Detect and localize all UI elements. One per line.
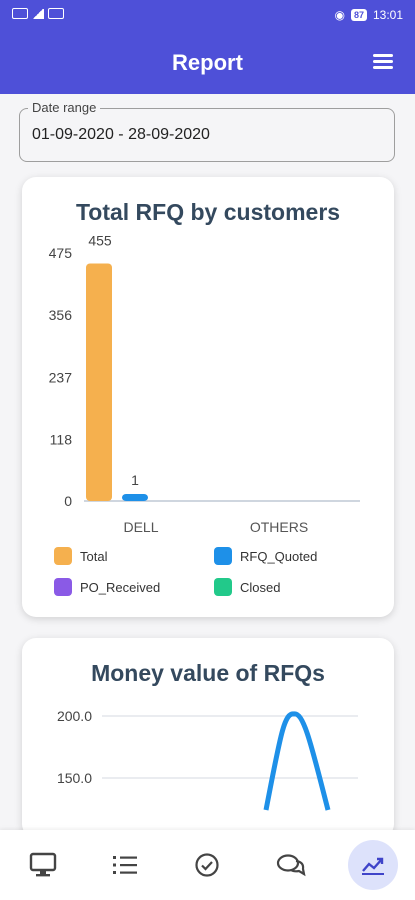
nav-list[interactable]	[100, 840, 150, 890]
legend-label-closed: Closed	[240, 579, 281, 595]
legend-item-total[interactable]: Total	[54, 547, 107, 565]
hamburger-menu-icon[interactable]	[373, 54, 393, 70]
legend-label-po-received: PO_Received	[80, 579, 161, 595]
data-label-rfq-quoted-dell: 1	[131, 472, 139, 488]
y-tick-label: 475	[49, 245, 73, 261]
y-tick-label: 237	[49, 369, 73, 385]
rfq-chart-card: Total RFQ by customers 0 118 237 356 475 DELL…	[22, 177, 394, 617]
legend-swatch-po-received	[54, 578, 72, 596]
nav-desktop[interactable]	[18, 840, 68, 890]
chart-trend-icon	[362, 857, 384, 875]
legend-label-rfq-quoted: RFQ_Quoted	[240, 548, 318, 564]
list-icon	[113, 856, 137, 874]
signal-icon	[32, 8, 44, 19]
mail-icon	[48, 8, 64, 19]
app-bar: Report	[0, 30, 415, 94]
check-circle-icon	[195, 853, 219, 877]
money-chart-title: Money value of RFQs	[91, 660, 325, 686]
rfq-chart-title: Total RFQ by customers	[75, 199, 341, 225]
status-icons-right: ◉ 87 13:01	[334, 8, 403, 22]
x-tick-label: DELL	[123, 519, 158, 535]
status-icons-left	[12, 8, 64, 19]
y-tick-label: 0	[64, 493, 72, 509]
x-tick-label: OTHERS	[250, 519, 308, 535]
legend-label-total: Total	[80, 548, 108, 564]
date-range-field[interactable]: Date range 01-09-2020 - 28-09-2020	[19, 100, 395, 162]
nav-chat[interactable]	[266, 840, 316, 890]
legend-swatch-total	[54, 547, 72, 565]
legend-item-rfq-quoted[interactable]: RFQ_Quoted	[214, 547, 317, 565]
desktop-icon	[29, 852, 57, 877]
page-title: Report	[172, 50, 243, 75]
y-tick-label: 150.0	[57, 770, 92, 786]
data-label-total-dell: 455	[88, 232, 112, 248]
legend-swatch-closed	[214, 578, 232, 596]
eye-icon: ◉	[334, 8, 345, 22]
y-tick-label: 200.0	[57, 708, 92, 724]
money-chart-card: Money value of RFQs 200.0 150.0	[22, 638, 394, 838]
y-tick-label: 118	[50, 431, 73, 447]
rfq-bar-chart: 0 118 237 356 475 DELL OTHERS 455 1	[49, 232, 360, 535]
bottom-navigation	[0, 830, 415, 900]
chat-icon	[276, 854, 306, 877]
legend-swatch-rfq-quoted	[214, 547, 232, 565]
nav-reports[interactable]	[348, 840, 398, 890]
nav-tasks[interactable]	[182, 840, 232, 890]
money-series-line	[263, 711, 331, 811]
notification-icon	[12, 8, 28, 19]
bar-total-dell	[86, 263, 112, 501]
date-range-label: Date range	[28, 100, 101, 115]
status-time: 13:01	[372, 8, 403, 22]
legend-item-closed[interactable]: Closed	[214, 578, 280, 596]
bar-rfq-quoted-dell	[122, 494, 148, 501]
y-tick-label: 356	[49, 307, 73, 323]
date-range-value: 01-09-2020 - 28-09-2020	[32, 126, 210, 143]
legend-item-po-received[interactable]: PO_Received	[54, 578, 160, 596]
money-line-chart: 200.0 150.0	[57, 708, 358, 811]
status-bar: ◉ 87 13:01	[0, 0, 415, 30]
battery-indicator: 87	[350, 9, 367, 21]
